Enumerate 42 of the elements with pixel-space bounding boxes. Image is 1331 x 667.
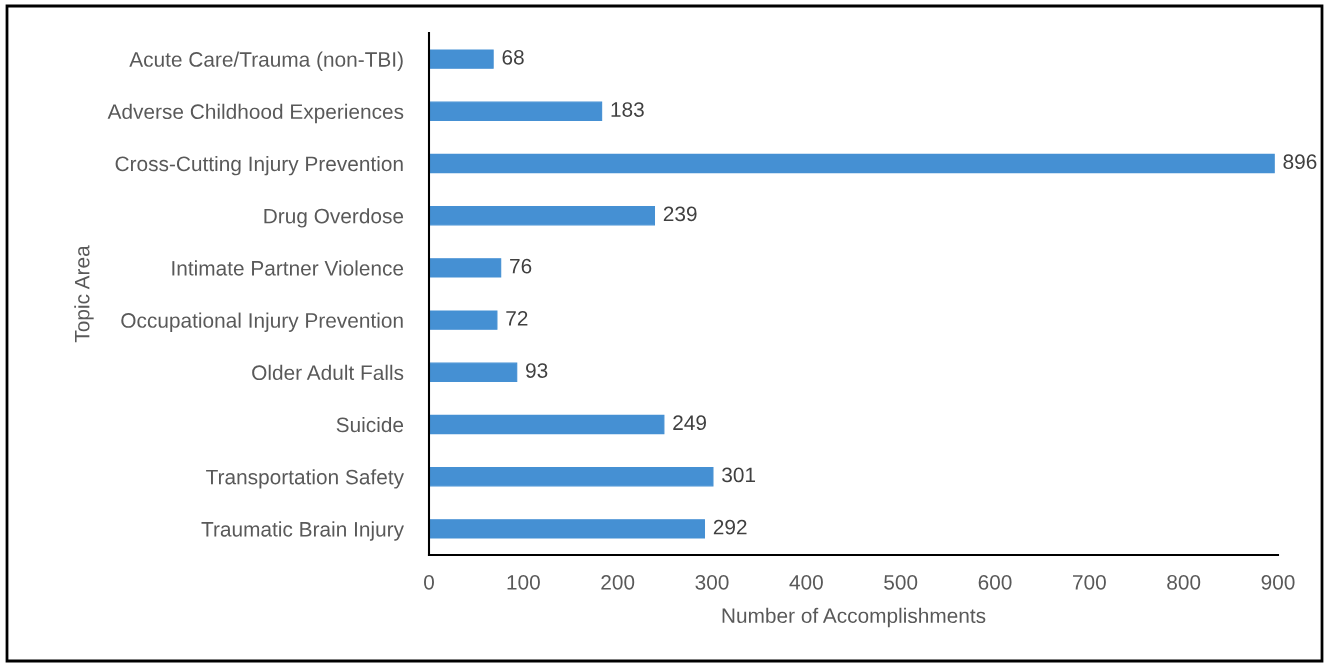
- x-tick-label: 0: [424, 574, 434, 590]
- x-tick-label: 200: [601, 574, 635, 590]
- x-tick-label: 900: [1261, 574, 1295, 590]
- y-tick-label: Cross-Cutting Injury Prevention: [115, 155, 403, 176]
- y-tick-label: Older Adult Falls: [252, 364, 404, 381]
- y-axis-title: Topic Area: [74, 245, 94, 343]
- y-tick-label: Traumatic Brain Injury: [201, 521, 404, 541]
- bar: [429, 310, 498, 330]
- y-tick-label: Suicide: [336, 416, 404, 433]
- x-tick-label: 600: [978, 574, 1012, 590]
- x-tick-label: 100: [507, 574, 540, 590]
- bar: [429, 519, 706, 539]
- bar: [429, 467, 714, 487]
- data-label: 249: [673, 415, 706, 431]
- bar: [429, 101, 603, 121]
- x-tick-label: 800: [1167, 574, 1201, 590]
- bar: [429, 362, 518, 382]
- bar: [429, 258, 502, 278]
- x-tick-label: 500: [884, 574, 918, 590]
- data-label: 183: [611, 102, 644, 117]
- data-label: 239: [663, 206, 697, 222]
- data-label: 76: [510, 258, 532, 274]
- data-label: 896: [1283, 154, 1317, 170]
- bar: [429, 49, 494, 69]
- y-tick-label: Acute Care/Trauma (non-TBI): [129, 51, 403, 71]
- data-label: 292: [713, 519, 747, 535]
- x-tick-label: 300: [695, 574, 729, 590]
- x-tick-label: 700: [1073, 574, 1106, 590]
- data-label: 93: [526, 363, 548, 378]
- y-tick-label: Drug Overdose: [264, 208, 404, 228]
- bar: [429, 153, 1275, 174]
- y-tick-label: Transportation Safety: [206, 469, 404, 489]
- data-label: 301: [722, 467, 756, 483]
- x-tick-label: 400: [789, 574, 823, 590]
- y-tick-label: Occupational Injury Prevention: [121, 312, 403, 332]
- bar: [429, 206, 656, 226]
- x-axis-title: Number of Accomplishments: [722, 607, 986, 628]
- bar: [429, 414, 665, 435]
- data-label: 68: [502, 49, 524, 65]
- y-tick-label: Adverse Childhood Experiences: [107, 103, 404, 124]
- data-label: 72: [506, 310, 528, 326]
- y-tick-label: Intimate Partner Violence: [172, 260, 404, 276]
